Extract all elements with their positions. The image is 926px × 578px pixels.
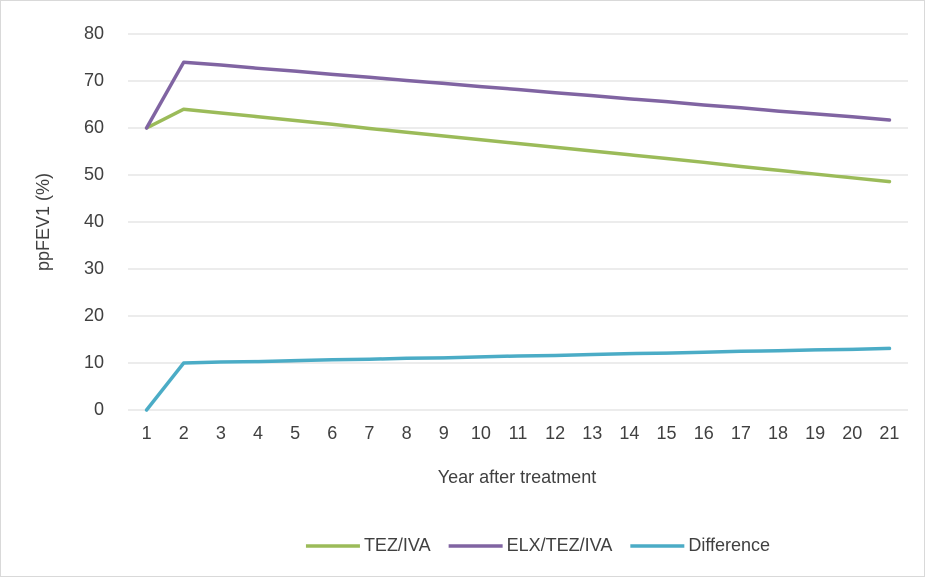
y-tick-label: 80 [84, 23, 104, 43]
y-tick-label: 40 [84, 211, 104, 231]
y-tick-label: 50 [84, 164, 104, 184]
x-tick-label: 11 [509, 423, 528, 443]
x-tick-label: 14 [619, 423, 639, 443]
x-tick-label: 13 [582, 423, 602, 443]
y-tick-label: 0 [94, 399, 104, 419]
series-line [144, 60, 892, 130]
y-tick-label: 60 [84, 117, 104, 137]
x-tick-label: 10 [471, 423, 491, 443]
y-tick-label: 70 [84, 70, 104, 90]
y-tick-label: 10 [84, 352, 104, 372]
x-tick-label: 3 [216, 423, 226, 443]
x-tick-label: 21 [879, 423, 899, 443]
legend-label: TEZ/IVA [364, 535, 431, 555]
x-tick-label: 8 [402, 423, 412, 443]
y-axis-label: ppFEV1 (%) [33, 173, 53, 271]
legend-label: Difference [688, 535, 770, 555]
y-tick-label: 20 [84, 305, 104, 325]
x-tick-label: 18 [768, 423, 788, 443]
series-line [144, 346, 892, 412]
x-tick-label: 1 [142, 423, 152, 443]
x-axis-label: Year after treatment [438, 467, 596, 487]
x-tick-label: 12 [545, 423, 565, 443]
x-tick-label: 17 [731, 423, 751, 443]
y-tick-label: 30 [84, 258, 104, 278]
x-tick-label: 7 [364, 423, 374, 443]
x-tick-label: 15 [657, 423, 677, 443]
x-tick-label: 20 [842, 423, 862, 443]
x-tick-label: 16 [694, 423, 714, 443]
x-tick-label: 4 [253, 423, 263, 443]
x-tick-label: 9 [439, 423, 449, 443]
x-tick-label: 19 [805, 423, 825, 443]
legend-label: ELX/TEZ/IVA [507, 535, 613, 555]
series-line [144, 107, 892, 184]
x-tick-label: 6 [327, 423, 337, 443]
x-tick-label: 2 [179, 423, 189, 443]
x-tick-label: 5 [290, 423, 300, 443]
